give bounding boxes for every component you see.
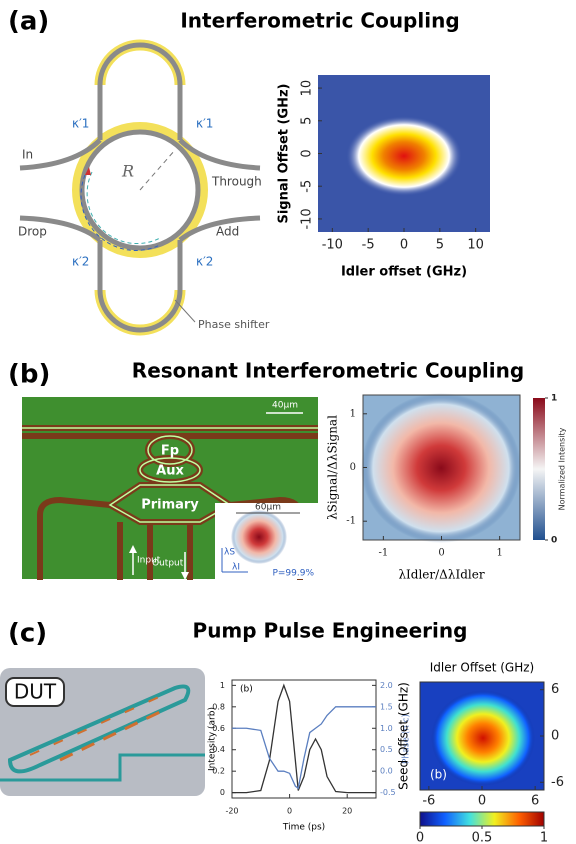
colorbar-label: Normalized Intensity bbox=[558, 427, 567, 510]
ring-label: Fp bbox=[161, 444, 179, 459]
scale-label: 40μm bbox=[272, 401, 298, 411]
y-tick-label: 0.6 bbox=[212, 724, 225, 733]
panel-title: Pump Pulse Engineering bbox=[193, 619, 468, 643]
x-tick-label: 0 bbox=[438, 548, 444, 559]
panel-title: Resonant Interferometric Coupling bbox=[132, 359, 524, 383]
y2-tick-label: 1.0 bbox=[380, 724, 393, 733]
x-axis-label: Idler offset (GHz) bbox=[341, 265, 467, 280]
kappa-label: κ′1 bbox=[196, 117, 213, 131]
pulse-frame bbox=[231, 679, 377, 799]
y2-axis-label: Phase (π c) bbox=[402, 714, 412, 764]
y2-tick-label: 1.5 bbox=[380, 702, 393, 711]
y2-tick-label: -0.5 bbox=[380, 788, 396, 797]
ring-label: Aux bbox=[156, 464, 184, 479]
x-tick-label: 20 bbox=[342, 807, 352, 816]
panel-title: Interferometric Coupling bbox=[180, 9, 459, 33]
inset-label: (b) bbox=[430, 768, 447, 782]
y-tick-label: 6 bbox=[551, 682, 559, 697]
colorbar-tick-label: 1 bbox=[540, 831, 548, 844]
y-tick-label: 10 bbox=[300, 80, 315, 97]
device-label: DUT bbox=[14, 680, 57, 704]
panel-label: (c) bbox=[8, 619, 47, 649]
y-tick-label: 0 bbox=[551, 729, 559, 744]
x-axis-label: Idler Offset (GHz) bbox=[430, 661, 534, 675]
x-tick-label: -6 bbox=[422, 794, 435, 809]
y-tick-label: -10 bbox=[300, 208, 315, 229]
chip-image bbox=[22, 397, 318, 580]
kappa-label: κ′1 bbox=[72, 117, 89, 131]
colorbar-tick-label: 0 bbox=[416, 831, 424, 844]
x-tick-label: 0 bbox=[478, 794, 486, 809]
x-tick-label: -1 bbox=[378, 548, 388, 559]
purity-label: P=99.9% bbox=[272, 569, 314, 579]
y-tick-label: 0.8 bbox=[212, 702, 225, 711]
y-tick-label: 0.2 bbox=[212, 767, 225, 776]
port-label: Drop bbox=[18, 225, 47, 239]
x-tick-label: 1 bbox=[496, 548, 502, 559]
heatmap-c bbox=[419, 681, 545, 827]
phase-shifter-label: Phase shifter bbox=[198, 318, 270, 331]
colorbar-tick-label: 0 bbox=[551, 536, 557, 546]
x-tick-label: 10 bbox=[467, 238, 484, 253]
y-tick-label: 5 bbox=[300, 117, 315, 125]
colorbar-tick-label: 0.5 bbox=[472, 831, 493, 844]
kappa-label: κ′2 bbox=[196, 255, 213, 269]
colorbar-tick-label: 1 bbox=[551, 394, 557, 404]
x-tick-label: -5 bbox=[362, 238, 375, 253]
output-label: Output bbox=[152, 559, 184, 569]
kappa-label: κ′2 bbox=[72, 255, 89, 269]
x-tick-label: 0 bbox=[287, 807, 292, 816]
ring-diagram bbox=[19, 39, 261, 336]
y-tick-label: -5 bbox=[300, 180, 315, 193]
x-axis-label: Time (ps) bbox=[282, 823, 325, 833]
y-tick-label: -6 bbox=[551, 775, 564, 790]
y-axis-label: λSignal/ΔλSignal bbox=[326, 415, 340, 520]
x-tick-label: 5 bbox=[436, 238, 444, 253]
series-line bbox=[232, 683, 376, 794]
heatmap-b bbox=[361, 393, 545, 543]
port-label: Add bbox=[216, 225, 239, 239]
inset-axis-label: λI bbox=[232, 563, 240, 573]
series-line bbox=[232, 706, 376, 790]
inset-axis-label: λS bbox=[224, 548, 235, 558]
y-axis-label: Intensity (arb) bbox=[208, 707, 218, 771]
panel-label: (b) bbox=[8, 360, 50, 390]
x-tick-label: -10 bbox=[322, 238, 343, 253]
y-tick-label: 1 bbox=[220, 681, 225, 690]
scale-label: 60μm bbox=[255, 503, 281, 513]
heatmap-a bbox=[318, 75, 490, 232]
y-tick-label: 0 bbox=[220, 788, 225, 797]
y-tick-label: 0 bbox=[300, 149, 315, 157]
inset-label: (b) bbox=[240, 685, 253, 695]
y-tick-label: 0 bbox=[350, 462, 356, 473]
input-label: Input bbox=[137, 556, 161, 566]
ring-label: Primary bbox=[141, 498, 199, 513]
x-tick-label: -20 bbox=[225, 807, 238, 816]
panel-label: (a) bbox=[8, 7, 49, 37]
x-axis-label: λIdler/ΔλIdler bbox=[398, 568, 484, 582]
port-label: In bbox=[22, 148, 33, 162]
y-tick-label: 0.4 bbox=[212, 745, 225, 754]
y-axis-label: Seed Offset (GHz) bbox=[397, 682, 411, 790]
port-label: Through bbox=[211, 175, 262, 189]
y-axis-label: Signal Offset (GHz) bbox=[277, 83, 292, 223]
device-image bbox=[0, 668, 205, 796]
radius-label: R bbox=[121, 162, 134, 181]
x-tick-label: 6 bbox=[531, 794, 539, 809]
y-tick-label: -1 bbox=[346, 516, 356, 527]
y-tick-label: 1 bbox=[350, 408, 356, 419]
y2-tick-label: 2.0 bbox=[380, 681, 393, 690]
y2-tick-label: 0.5 bbox=[380, 745, 393, 754]
y2-tick-label: 0.0 bbox=[380, 767, 393, 776]
x-tick-label: 0 bbox=[400, 238, 408, 253]
